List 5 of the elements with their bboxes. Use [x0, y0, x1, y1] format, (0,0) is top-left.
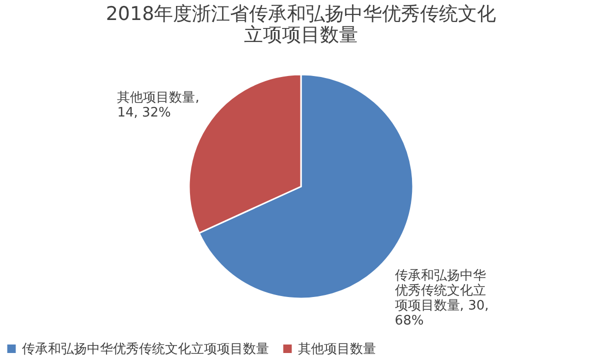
legend-label: 其他项目数量	[298, 342, 376, 357]
data-label: 传承和弘扬中华优秀传统文化立项项目数量, 30, 68%	[394, 268, 489, 329]
chart-title: 2018年度浙江省传承和弘扬中华优秀传统文化立项项目数量	[106, 3, 496, 46]
legend-label: 传承和弘扬中华优秀传统文化立项项目数量	[22, 340, 269, 357]
data-label: 其他项目数量, 14, 32%	[117, 90, 200, 120]
